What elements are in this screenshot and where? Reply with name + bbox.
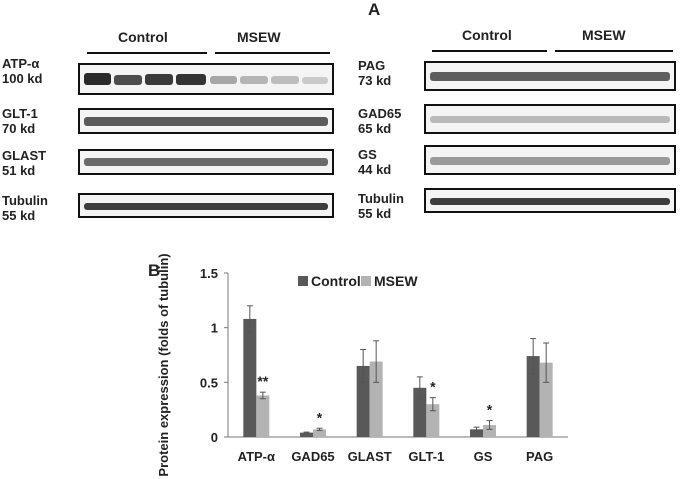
blot-image-gs bbox=[424, 145, 676, 175]
x-tick-label: GAD65 bbox=[291, 449, 334, 464]
left-msew-underline bbox=[215, 52, 330, 54]
blot-label-glast: GLAST 51 kd bbox=[2, 148, 47, 178]
x-tick-label: GLAST bbox=[348, 449, 392, 464]
blot-label-pag: PAG 73 kd bbox=[358, 58, 392, 88]
bar-msew bbox=[256, 395, 270, 437]
blot-image-tubulin-left bbox=[78, 193, 334, 218]
y-axis-label: Protein expression (folds of tubulin) bbox=[156, 253, 171, 476]
blot-label-tubulin-right: Tubulin 55 kd bbox=[358, 191, 404, 221]
left-msew-header: MSEW bbox=[237, 29, 281, 45]
significance-marker: * bbox=[317, 409, 323, 425]
legend-label-control: Control bbox=[311, 273, 361, 289]
blot-image-tubulin-right bbox=[424, 188, 676, 213]
y-tick-label: 1.5 bbox=[200, 266, 218, 281]
y-tick-label: 1 bbox=[211, 321, 218, 336]
significance-marker: ** bbox=[257, 373, 268, 389]
bar-msew bbox=[483, 424, 496, 437]
bar-msew bbox=[369, 361, 383, 437]
blot-label-gad65: GAD65 65 kd bbox=[358, 106, 402, 136]
bar-msew bbox=[313, 429, 326, 437]
legend-label-msew: MSEW bbox=[374, 273, 418, 289]
bar-control bbox=[526, 356, 540, 437]
blot-label-tubulin-left: Tubulin 55 kd bbox=[2, 193, 48, 223]
y-tick-label: 0 bbox=[211, 430, 218, 445]
bar-msew bbox=[539, 362, 553, 437]
right-control-underline bbox=[432, 50, 547, 52]
right-msew-header: MSEW bbox=[582, 27, 626, 43]
left-control-underline bbox=[87, 52, 207, 54]
bar-control bbox=[413, 387, 427, 437]
significance-marker: * bbox=[487, 402, 493, 418]
legend-swatch-control bbox=[298, 276, 308, 286]
bar-control bbox=[356, 365, 370, 437]
x-tick-label: PAG bbox=[526, 449, 553, 464]
blot-image-pag bbox=[424, 61, 676, 91]
bar-control bbox=[300, 432, 313, 437]
blot-label-gs: GS 44 kd bbox=[358, 147, 392, 177]
y-tick-label: 0.5 bbox=[200, 375, 218, 390]
blot-image-gad65 bbox=[424, 104, 676, 134]
left-control-header: Control bbox=[118, 29, 168, 45]
blot-image-glast bbox=[78, 149, 334, 175]
bar-msew bbox=[426, 404, 440, 437]
x-tick-label: GLT-1 bbox=[408, 449, 444, 464]
blot-image-glt1 bbox=[78, 108, 334, 134]
significance-marker: * bbox=[430, 379, 436, 395]
x-tick-label: ATP-α bbox=[238, 449, 275, 464]
right-control-header: Control bbox=[462, 27, 512, 43]
panel-b-label: B bbox=[148, 261, 161, 280]
right-msew-underline bbox=[555, 50, 673, 52]
bar-control bbox=[470, 429, 483, 437]
legend-swatch-msew bbox=[361, 276, 371, 286]
blot-image-atp bbox=[78, 63, 334, 95]
blot-label-glt1: GLT-1 70 kd bbox=[2, 106, 38, 136]
panel-a-label: A bbox=[368, 0, 381, 19]
x-tick-label: GS bbox=[474, 449, 493, 464]
blot-label-atp: ATP-α 100 kd bbox=[2, 56, 43, 86]
bar-control bbox=[243, 318, 257, 437]
